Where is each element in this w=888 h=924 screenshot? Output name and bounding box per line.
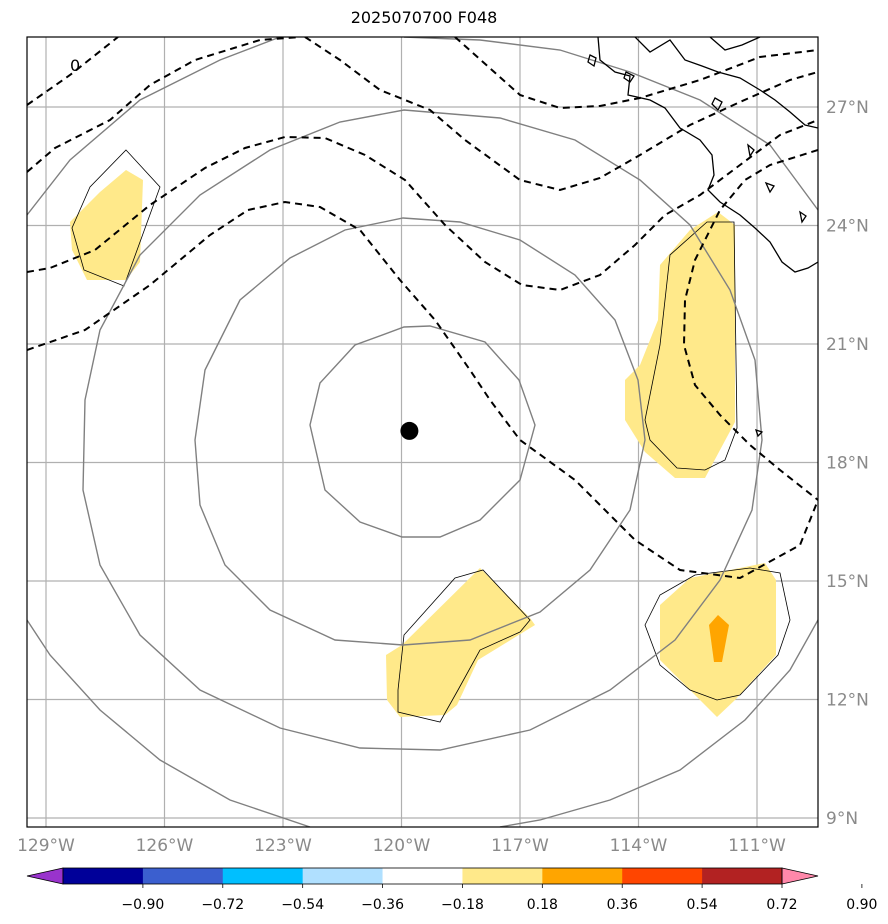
shaded-region-core (709, 615, 729, 662)
shaded-regions-light (70, 170, 776, 717)
colorbar-frame (62, 867, 783, 885)
region-outlines (71, 149, 791, 723)
lon-tick-label: 126°W (136, 836, 194, 856)
colorbar-tick-label: −0.18 (441, 897, 484, 913)
colorbar-tick-label: 0.72 (766, 897, 797, 913)
colorbar-tick-label: −0.54 (281, 897, 324, 913)
center-dot (400, 421, 419, 440)
lon-tick-label: 123°W (254, 836, 312, 856)
colorbar-swatch (142, 868, 224, 884)
lon-tick-label: 111°W (728, 836, 786, 856)
contour-zero-label: 0 (70, 56, 80, 75)
lat-tick-label: 9°N (826, 809, 858, 829)
colorbar: −0.90 −0.72 −0.54 −0.36 −0.18 0.18 0.36 0.54 0.7… (26, 867, 877, 913)
lon-tick-label: 129°W (17, 836, 75, 856)
colorbar-swatch (702, 868, 783, 884)
coastline (587, 37, 818, 438)
shaded-region-east (625, 212, 735, 478)
colorbar-tick-label: 0.18 (527, 897, 558, 913)
colorbar-tick-label: 0.90 (846, 897, 877, 913)
colorbar-swatch (222, 868, 304, 884)
colorbar-swatch (63, 868, 144, 884)
ring-contours (27, 37, 818, 827)
lat-tick-label: 27°N (826, 98, 869, 118)
lon-tick-label: 120°W (373, 836, 431, 856)
colorbar-swatch (542, 868, 623, 884)
lat-tick-label: 24°N (826, 217, 869, 237)
colorbar-tick-label: −0.36 (361, 897, 404, 913)
colorbar-extend-low (26, 867, 64, 885)
map-title: 2025070700 F048 (350, 8, 498, 27)
colorbar-swatch (622, 868, 703, 884)
colorbar-tick-label: 0.36 (607, 897, 638, 913)
colorbar-tick-label: −0.72 (201, 897, 244, 913)
lat-tick-label: 12°N (826, 691, 869, 711)
longitude-labels: 129°W 126°W 123°W 120°W 117°W 114°W 111°W (17, 836, 786, 856)
colorbar-tick-label: 0.54 (687, 897, 718, 913)
dashed-contours (27, 37, 818, 580)
colorbar-swatch (382, 868, 463, 884)
lat-tick-label: 15°N (826, 572, 869, 592)
lon-tick-label: 114°W (610, 836, 668, 856)
shaded-region-south (386, 568, 535, 717)
lat-tick-label: 21°N (826, 335, 869, 355)
colorbar-swatch (302, 868, 384, 884)
map-frame (26, 36, 819, 828)
colorbar-swatch (462, 868, 543, 884)
colorbar-extend-high (781, 867, 819, 885)
lon-tick-label: 117°W (491, 836, 549, 856)
latitude-labels: 27°N 24°N 21°N 18°N 15°N 12°N 9°N (826, 98, 869, 829)
colorbar-tick-label: −0.90 (121, 897, 164, 913)
storm-center-marker (400, 421, 419, 440)
lat-tick-label: 18°N (826, 454, 869, 474)
